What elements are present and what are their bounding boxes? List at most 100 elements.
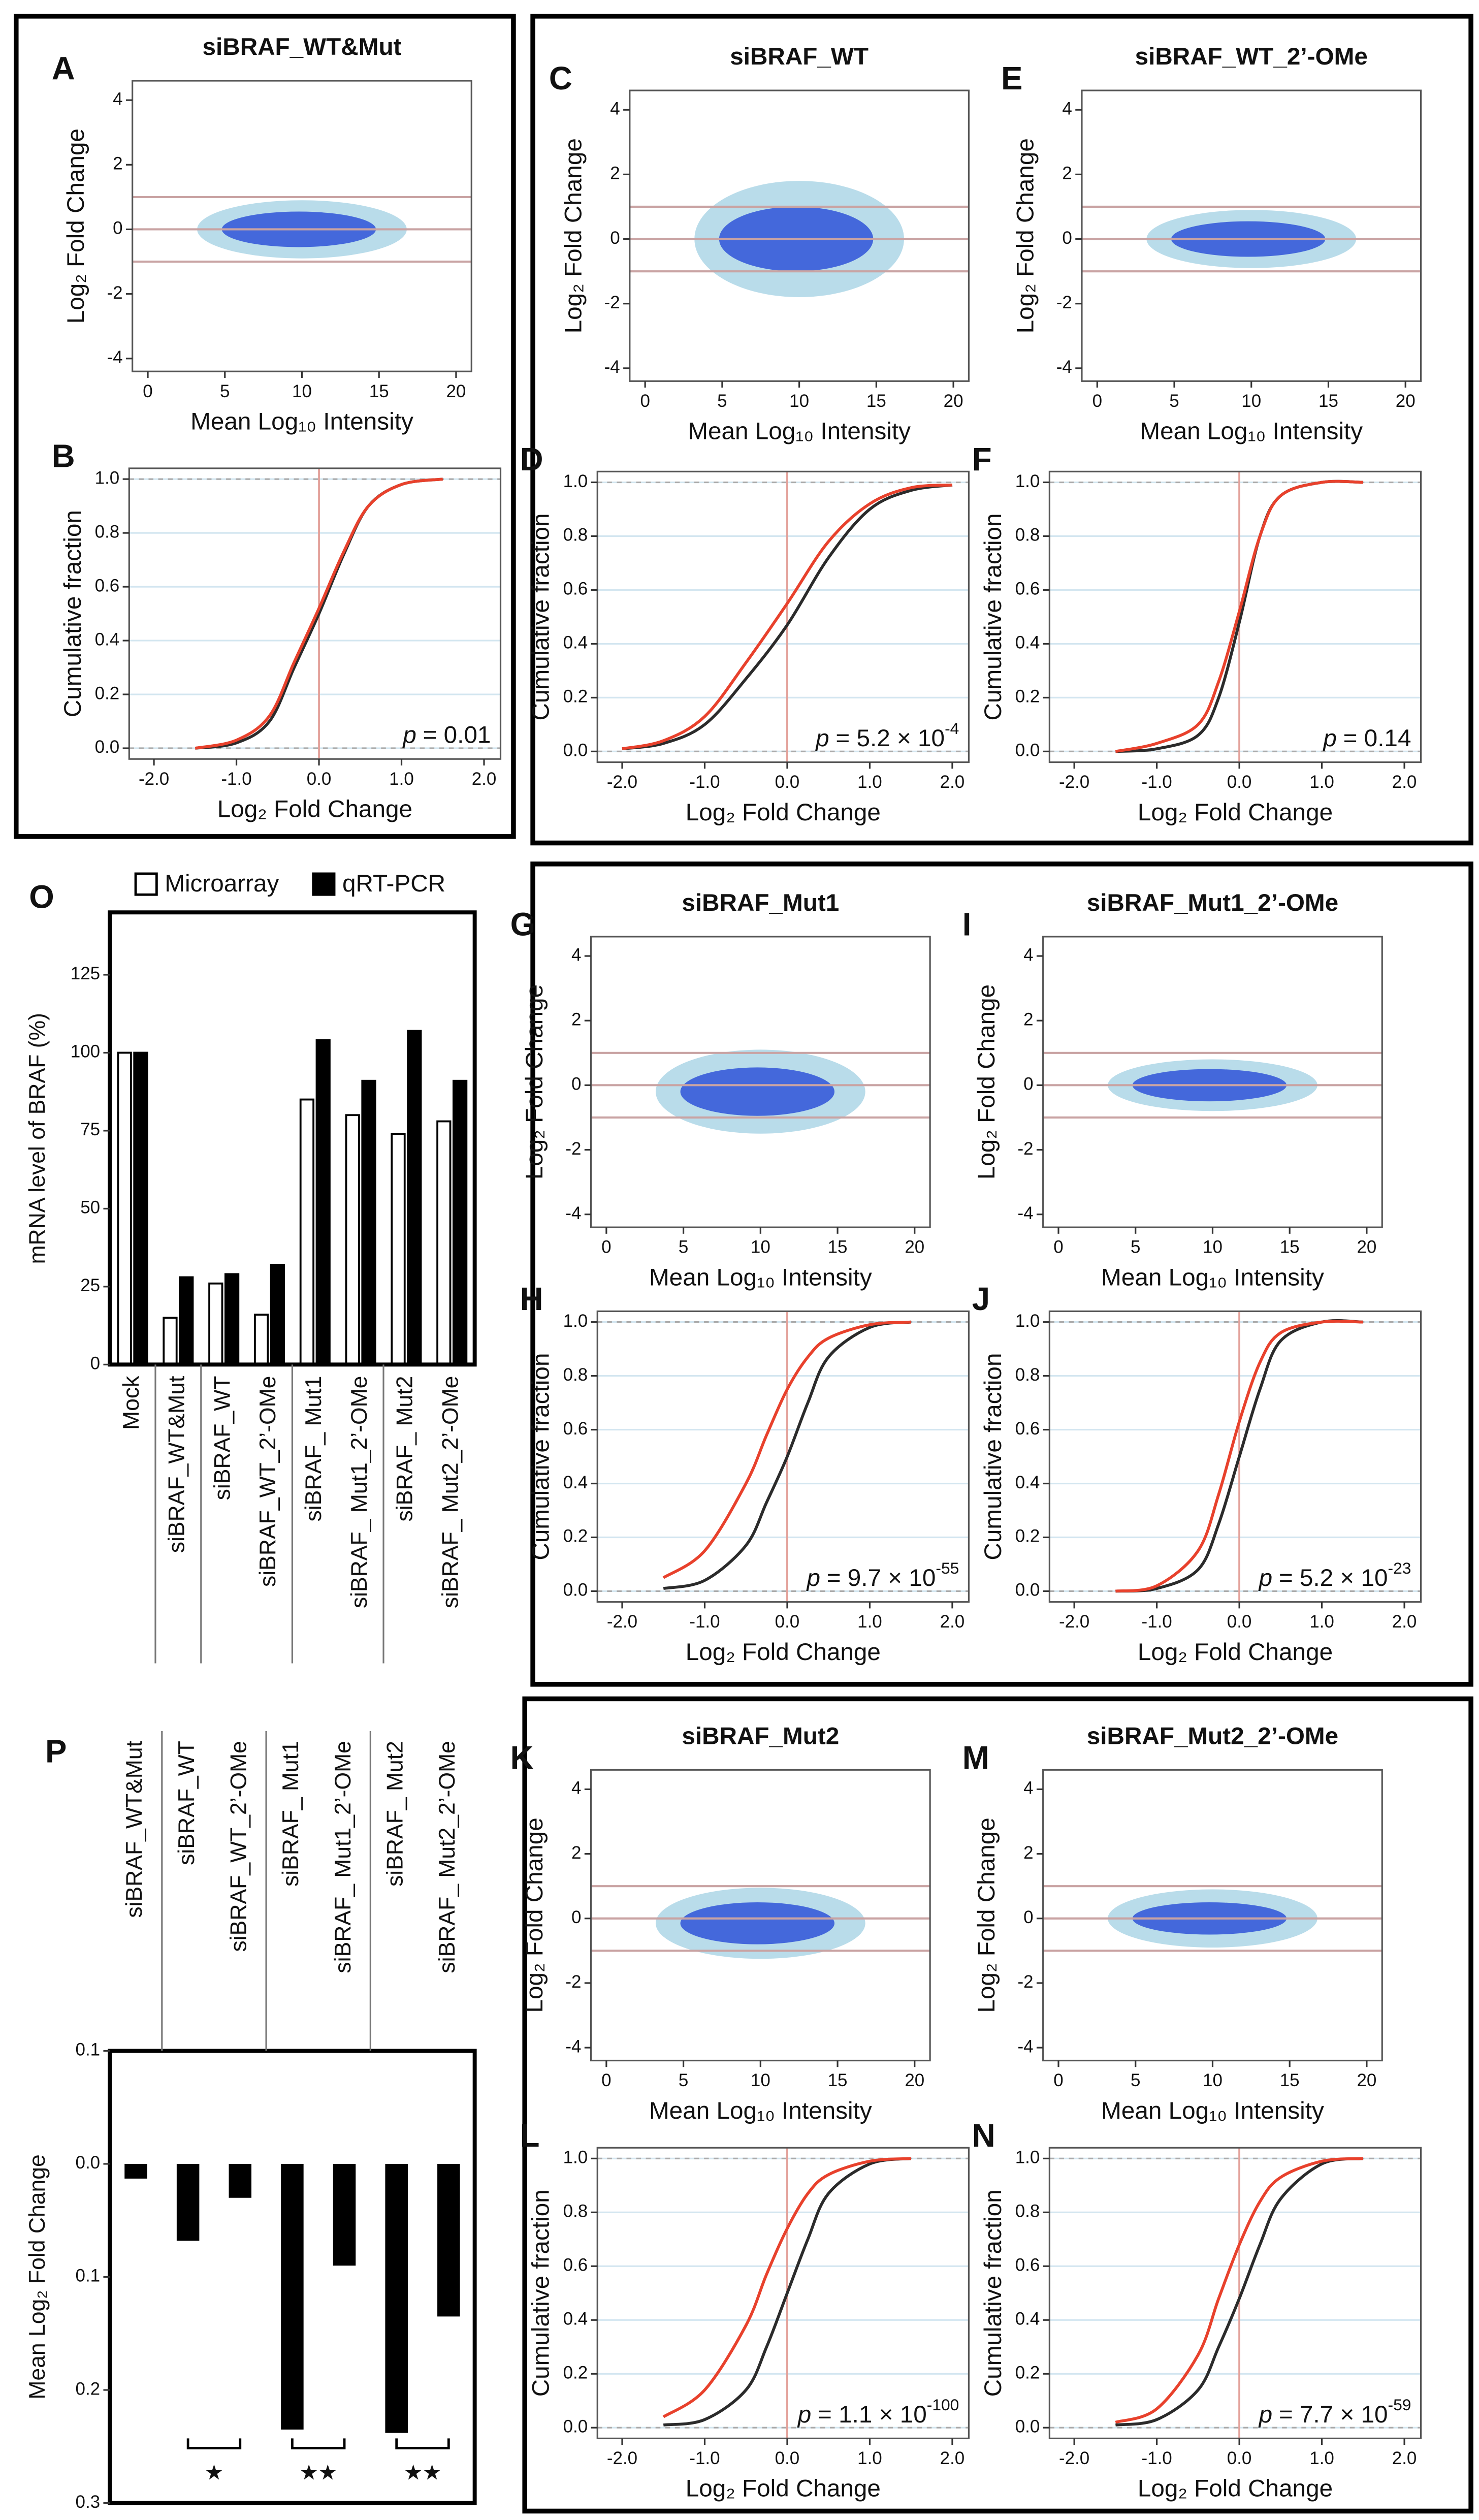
x-tick-label: 2.0	[940, 2448, 965, 2468]
y-tick-label: 25	[80, 1275, 100, 1295]
y-axis-label: mRNA level of BRAF (%)	[25, 1013, 50, 1264]
category-label: siBRAF_ Mut2	[382, 1741, 407, 1887]
cdf-line	[1115, 480, 1363, 753]
x-axis-label: Log₂ Fold Change	[686, 2475, 881, 2502]
x-tick-label: 2.0	[1392, 2448, 1417, 2468]
y-tick-label: 0.6	[563, 579, 588, 599]
bar	[333, 2163, 356, 2266]
x-axis-label: Log₂ Fold Change	[686, 799, 881, 826]
category-label: Mock	[119, 1376, 144, 1430]
y-tick-label: -4	[1017, 2036, 1033, 2056]
category-label: siBRAF_WT&Mut	[165, 1376, 189, 1553]
panel-title: siBRAF_WT	[730, 43, 869, 70]
bar	[224, 1273, 240, 1366]
significance-bracket	[395, 2438, 450, 2449]
y-tick-label: 2	[571, 1009, 581, 1029]
y-axis-label: Cumulative fraction	[980, 2189, 1007, 2397]
y-tick-label: 75	[80, 1120, 100, 1139]
panel-letter: F	[972, 441, 992, 477]
p-exponent: -55	[936, 1559, 959, 1577]
x-tick-label: 20	[944, 391, 963, 411]
p-text: = 0.14	[1343, 725, 1411, 752]
plot-frame	[128, 467, 502, 760]
bar	[281, 2163, 304, 2430]
panel-letter: G	[510, 907, 535, 943]
x-tick-label: 0	[1092, 391, 1102, 411]
y-tick-label: 0.2	[563, 687, 588, 707]
y-tick-label: 0	[90, 1354, 100, 1374]
x-tick-label: 20	[1396, 391, 1416, 411]
x-tick-label: 15	[369, 381, 389, 401]
p-symbol: p	[815, 725, 829, 752]
category-label: siBRAF_WT&Mut	[122, 1740, 147, 1918]
legend-swatch	[134, 872, 158, 896]
p-symbol: p	[402, 721, 416, 748]
p-symbol: p	[806, 1565, 820, 1591]
p-value: p = 1.1 × 10-100	[797, 2396, 959, 2428]
y-tick-label: 4	[1023, 945, 1033, 965]
x-axis-label: Log₂ Fold Change	[686, 1639, 881, 1666]
x-tick-label: 2.0	[940, 1612, 965, 1632]
bar	[163, 1317, 178, 1366]
x-tick-label: 0.0	[307, 769, 332, 789]
y-tick-label: 0	[1023, 1074, 1033, 1094]
significance-stars: ★★	[404, 2461, 441, 2484]
y-tick-label: -4	[1056, 357, 1072, 377]
x-tick-label: 1.0	[1309, 2448, 1334, 2468]
category-label: siBRAF_WT	[210, 1376, 235, 1501]
p-exponent: -100	[927, 2396, 959, 2414]
x-axis-label: Mean Log₁₀ Intensity	[688, 418, 911, 445]
y-tick-label: 0.4	[1015, 633, 1040, 653]
x-tick-label: 0	[143, 381, 152, 401]
panel-title: siBRAF_WT&Mut	[203, 34, 402, 60]
panel-letter: N	[972, 2118, 995, 2154]
x-axis-label: Log₂ Fold Change	[1138, 799, 1333, 826]
panel-box	[522, 1696, 1473, 2514]
x-tick-label: -2.0	[607, 772, 637, 792]
y-tick-label: 1.0	[1015, 471, 1040, 491]
x-tick-label: -2.0	[607, 1612, 637, 1632]
x-tick-label: 0.0	[775, 772, 800, 792]
x-tick-label: -1.0	[689, 2448, 720, 2468]
panel-letter: J	[972, 1281, 990, 1317]
bar	[208, 1282, 223, 1366]
category-label: siBRAF_WT	[174, 1741, 199, 1865]
y-tick-label: 0.4	[1015, 1473, 1040, 1492]
cdf-line	[195, 477, 443, 750]
y-tick-label: 4	[571, 1778, 581, 1798]
y-tick-label: 0.8	[1015, 525, 1040, 545]
p-value: p = 5.2 × 10-4	[815, 719, 959, 751]
y-tick-label: 1.0	[563, 2148, 588, 2167]
x-tick-label: 2.0	[940, 772, 965, 792]
p-exponent: -59	[1388, 2396, 1411, 2414]
y-tick-label: 0	[1062, 228, 1072, 248]
category-label: siBRAF_ Mut1	[278, 1741, 303, 1887]
y-axis-label: Cumulative fraction	[528, 513, 555, 720]
legend-label: Microarray	[165, 870, 279, 897]
x-tick-label: -1.0	[221, 769, 251, 789]
y-tick-label: 0.6	[563, 2255, 588, 2275]
panel-letter: L	[520, 2118, 540, 2154]
x-tick-label: 1.0	[857, 772, 882, 792]
panel-letter: M	[962, 1740, 989, 1776]
y-tick-label: 0.2	[1015, 2363, 1040, 2382]
x-tick-label: 20	[905, 2070, 924, 2090]
significance-bracket	[186, 2438, 242, 2449]
y-tick-label: -4	[1017, 1203, 1033, 1223]
point-cloud	[680, 1902, 834, 1944]
y-tick-label: 0	[610, 228, 620, 248]
category-label: siBRAF_ Mut1	[301, 1376, 326, 1522]
y-tick-label: 2	[1062, 164, 1072, 183]
p-text: = 0.01	[423, 721, 491, 748]
y-tick-label: 0.4	[563, 633, 588, 653]
y-tick-label: -2	[565, 1139, 581, 1159]
y-tick-label: 0.4	[563, 1473, 588, 1492]
y-tick-label: 0.2	[76, 2379, 101, 2399]
y-tick-label: 0.6	[95, 576, 120, 595]
x-tick-label: 0	[1053, 1237, 1063, 1257]
y-tick-label: 0.0	[95, 737, 120, 757]
x-tick-label: 15	[866, 391, 886, 411]
bar	[391, 1133, 406, 1366]
x-tick-label: 5	[1169, 391, 1179, 411]
x-tick-label: 5	[679, 2070, 688, 2090]
